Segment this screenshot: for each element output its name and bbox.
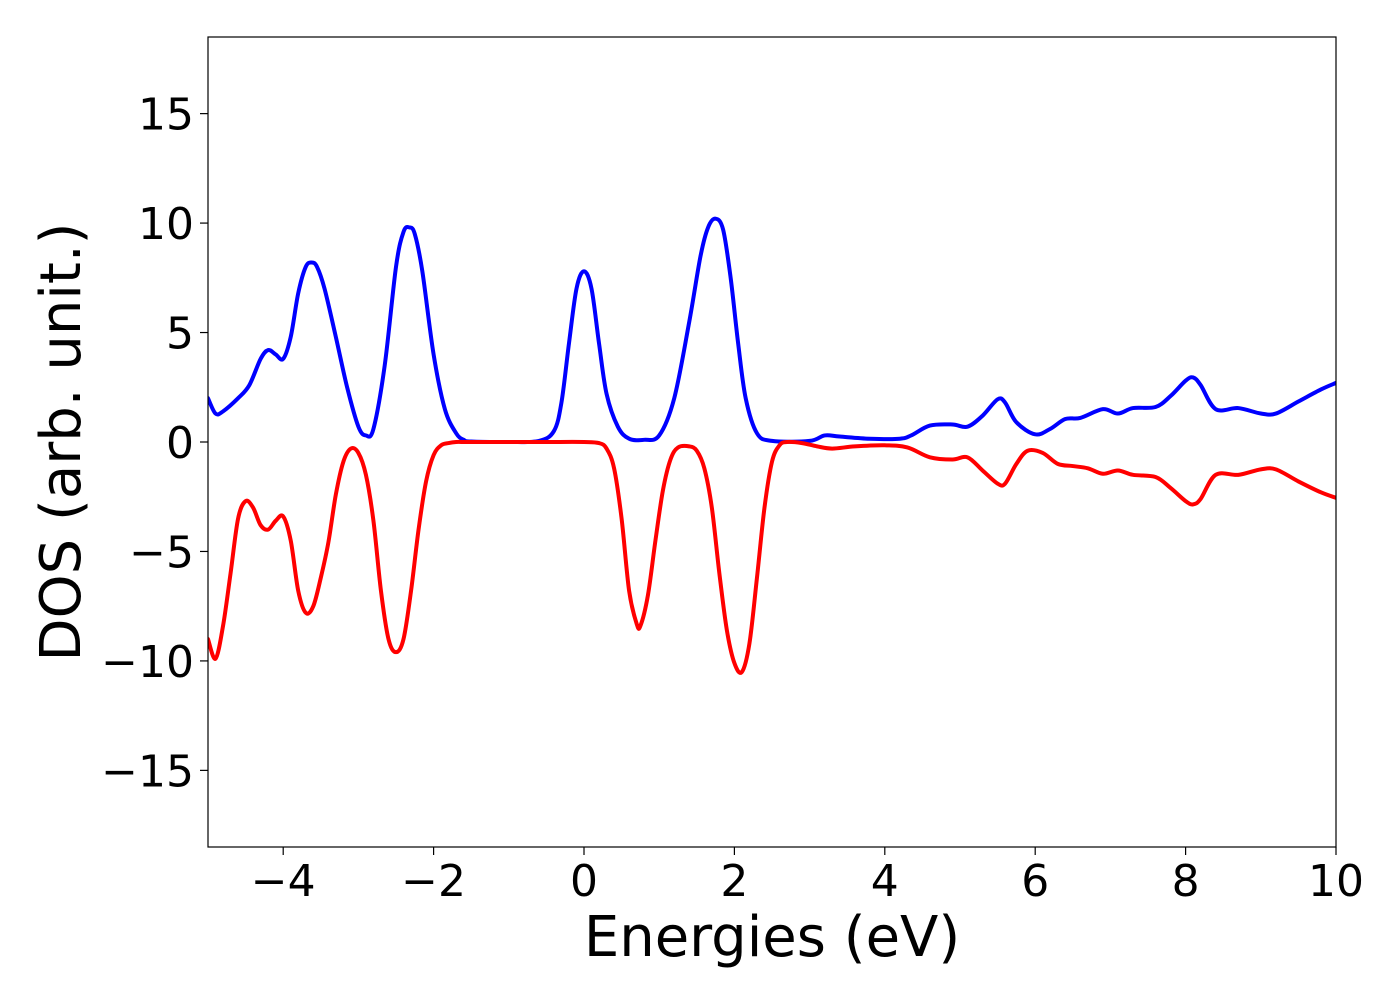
y-tick-label: 5 <box>166 309 194 360</box>
x-axis-title: Energies (eV) <box>584 905 960 970</box>
y-tick-label: 0 <box>166 418 194 469</box>
y-axis-title: DOS (arb. unit.) <box>29 222 94 661</box>
x-axis-ticks: −4 −2 0 2 4 6 8 10 <box>251 847 1364 907</box>
x-tick-label: 2 <box>720 856 748 907</box>
x-tick-label: 6 <box>1021 856 1049 907</box>
y-tick-label: 10 <box>138 199 194 250</box>
x-tick-label: 8 <box>1172 856 1200 907</box>
y-tick-label: 15 <box>138 90 194 141</box>
x-tick-label: 0 <box>570 856 598 907</box>
series-line-1 <box>208 216 1336 445</box>
series-line-2 <box>208 439 1336 675</box>
x-tick-label: 4 <box>871 856 899 907</box>
series-layer <box>208 216 1336 675</box>
y-axis-ticks: 15 10 5 0 −5 −10 −15 <box>101 90 208 797</box>
y-tick-label: −5 <box>129 527 194 578</box>
y-tick-label: −15 <box>101 746 194 797</box>
y-tick-label: −10 <box>101 637 194 688</box>
x-tick-label: 10 <box>1308 856 1364 907</box>
x-tick-label: −2 <box>401 856 466 907</box>
x-tick-label: −4 <box>251 856 316 907</box>
